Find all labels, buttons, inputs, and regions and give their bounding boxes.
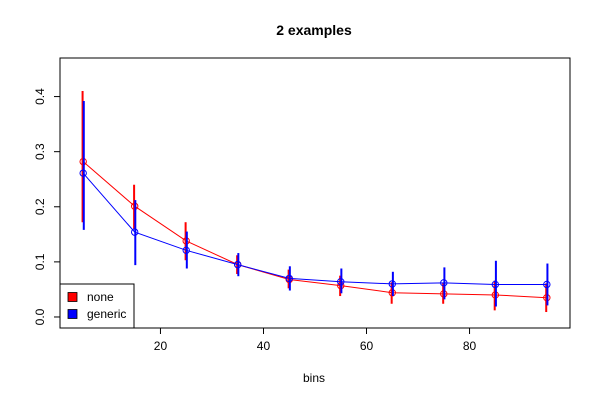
series-generic	[79, 100, 551, 307]
plot-area	[79, 91, 551, 313]
legend-swatch	[67, 309, 78, 319]
legend: none generic	[59, 283, 135, 329]
chart-title: 2 examples	[276, 22, 352, 38]
data-point	[440, 279, 448, 287]
y-tick-label: 0.4	[33, 88, 47, 105]
series-none	[79, 91, 551, 313]
series-line-generic	[82, 172, 547, 285]
x-axis: 20 40 60 80	[154, 328, 477, 353]
legend-label: generic	[87, 307, 126, 321]
legend-label: none	[87, 290, 114, 304]
x-tick-label: 20	[154, 339, 168, 353]
x-tick-label: 80	[463, 339, 477, 353]
data-point	[491, 280, 500, 289]
y-tick-label: 0.1	[33, 253, 47, 270]
y-tick-label: 0.2	[33, 198, 47, 215]
x-axis-label: bins	[303, 371, 325, 385]
plot-frame	[59, 57, 571, 329]
y-tick-label: 0.0	[33, 308, 47, 325]
x-tick-label: 60	[360, 339, 374, 353]
legend-box	[59, 283, 135, 329]
data-point	[543, 280, 551, 289]
x-tick-label: 40	[257, 339, 271, 353]
data-point	[79, 169, 87, 177]
series-line-none	[82, 161, 547, 299]
data-point	[388, 280, 396, 288]
data-point	[234, 260, 242, 269]
data-point	[285, 274, 293, 283]
legend-swatch	[67, 292, 78, 302]
y-axis: 0.0 0.1 0.2 0.3 0.4	[33, 88, 60, 325]
data-point	[337, 278, 345, 286]
data-point	[130, 228, 139, 236]
y-tick-label: 0.3	[33, 143, 47, 160]
data-point	[182, 246, 190, 255]
